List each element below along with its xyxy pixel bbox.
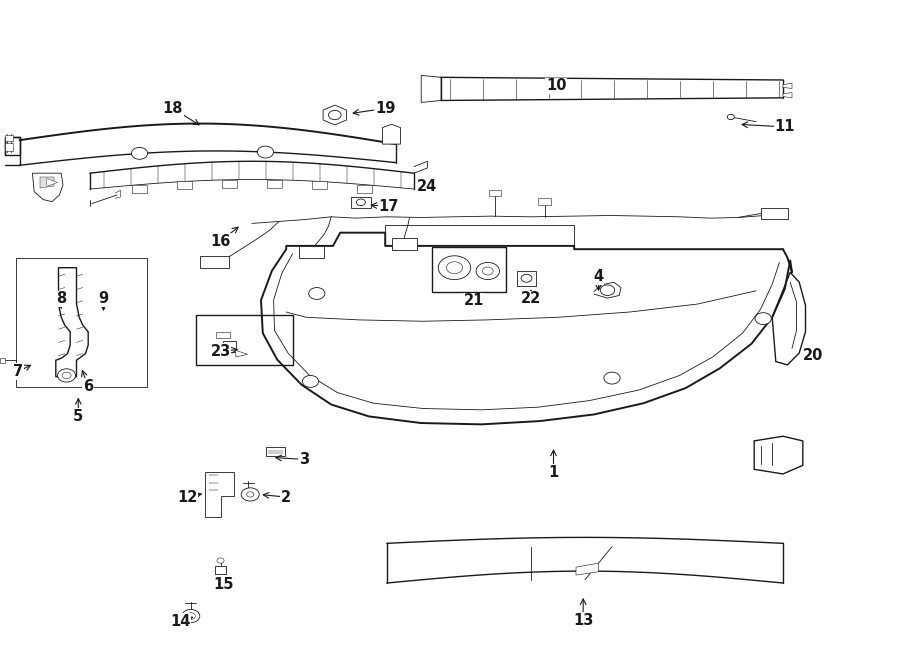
Polygon shape [382, 124, 400, 144]
Text: 9: 9 [98, 292, 109, 306]
Circle shape [482, 267, 493, 275]
Polygon shape [267, 180, 282, 188]
Polygon shape [215, 566, 226, 574]
Polygon shape [357, 184, 372, 192]
Text: 7: 7 [13, 364, 23, 379]
Polygon shape [754, 436, 803, 474]
Circle shape [309, 288, 325, 299]
Circle shape [302, 375, 319, 387]
Text: 20: 20 [803, 348, 823, 363]
Polygon shape [772, 272, 806, 365]
Polygon shape [177, 182, 192, 190]
Bar [489, 190, 501, 196]
Text: 14: 14 [170, 614, 190, 629]
Polygon shape [47, 178, 58, 186]
Circle shape [727, 114, 734, 120]
Polygon shape [222, 180, 237, 188]
Text: 21: 21 [464, 293, 484, 308]
Circle shape [604, 372, 620, 384]
Bar [299, 246, 324, 258]
Text: 19: 19 [375, 101, 395, 116]
Polygon shape [312, 182, 327, 190]
Polygon shape [40, 177, 54, 188]
Circle shape [62, 372, 71, 379]
Circle shape [131, 147, 148, 159]
Bar [200, 256, 229, 268]
Bar [538, 198, 551, 205]
Circle shape [186, 613, 195, 619]
Text: 23: 23 [211, 344, 230, 359]
Bar [5, 135, 13, 141]
Circle shape [476, 262, 500, 280]
Text: 17: 17 [379, 199, 399, 214]
Text: 2: 2 [281, 490, 292, 504]
Text: 6: 6 [83, 379, 94, 394]
Circle shape [182, 609, 200, 623]
Text: 3: 3 [299, 452, 310, 467]
Text: 11: 11 [775, 120, 795, 134]
Circle shape [438, 256, 471, 280]
Text: 1: 1 [548, 465, 559, 480]
Polygon shape [351, 197, 371, 208]
Circle shape [58, 369, 76, 382]
Polygon shape [216, 332, 230, 338]
Circle shape [755, 313, 771, 325]
Text: 13: 13 [573, 613, 593, 627]
Polygon shape [576, 563, 598, 575]
Polygon shape [56, 268, 88, 377]
Polygon shape [266, 447, 285, 456]
Polygon shape [421, 75, 441, 102]
Circle shape [247, 492, 254, 497]
Circle shape [600, 285, 615, 295]
Polygon shape [132, 184, 147, 192]
Polygon shape [212, 341, 236, 352]
Circle shape [241, 488, 259, 501]
Text: 15: 15 [213, 578, 233, 592]
Polygon shape [4, 137, 20, 155]
Text: 5: 5 [73, 409, 84, 424]
Bar [5, 143, 13, 151]
Polygon shape [517, 271, 536, 286]
Polygon shape [783, 93, 792, 98]
Polygon shape [323, 105, 346, 125]
Text: 12: 12 [177, 490, 197, 504]
Circle shape [328, 110, 341, 120]
Circle shape [521, 274, 532, 282]
Bar [760, 208, 788, 219]
Bar [196, 315, 293, 365]
Circle shape [217, 558, 224, 563]
Circle shape [257, 146, 274, 158]
Text: 16: 16 [211, 234, 230, 249]
Text: 24: 24 [418, 179, 437, 194]
Polygon shape [32, 173, 63, 202]
Polygon shape [205, 472, 234, 517]
Text: 8: 8 [56, 292, 67, 306]
Circle shape [446, 262, 463, 274]
Polygon shape [0, 358, 5, 363]
Circle shape [356, 199, 365, 206]
Text: 22: 22 [521, 292, 541, 306]
Text: 10: 10 [546, 79, 566, 93]
Polygon shape [783, 83, 792, 89]
Bar [16, 258, 147, 387]
Polygon shape [236, 350, 248, 357]
Bar [392, 238, 417, 250]
Text: 4: 4 [593, 269, 604, 284]
Text: 18: 18 [163, 101, 183, 116]
Bar [432, 247, 506, 292]
